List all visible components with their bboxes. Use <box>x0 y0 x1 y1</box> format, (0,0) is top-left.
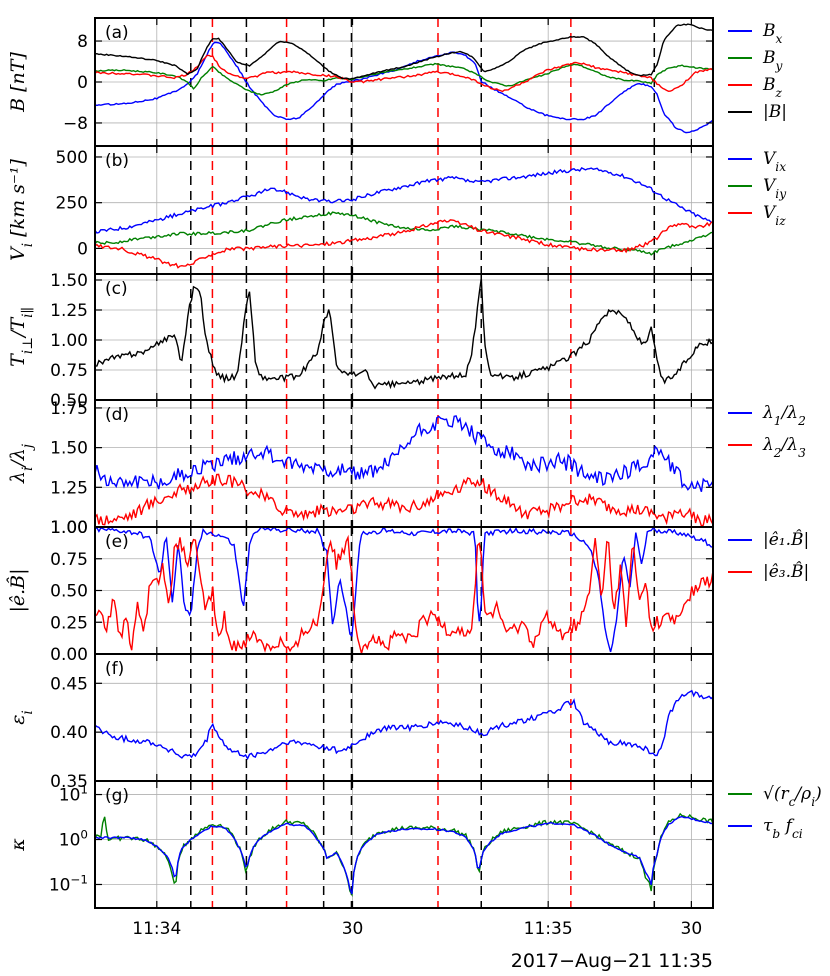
series-Bx <box>95 41 713 134</box>
x-tick-label: 11:35 <box>524 919 573 939</box>
y-tick-label: 100 <box>59 828 88 851</box>
panel-label: (c) <box>105 279 128 299</box>
series-By <box>95 62 713 96</box>
y-tick-label: 1.25 <box>50 301 88 321</box>
series-sqrtrc <box>95 812 713 897</box>
legend-label: Viy <box>763 176 787 201</box>
y-axis-label: κ <box>7 838 29 852</box>
series-Viy <box>95 211 713 256</box>
x-tick-label: 30 <box>681 919 703 939</box>
y-tick-label: 8 <box>77 32 88 52</box>
x-tick-label: 30 <box>342 919 364 939</box>
series-Viz <box>95 219 713 269</box>
panel-e: 1.00 0.75 0.50 0.25 0.00 (e) |ê.B̂| |ê₁.B̂| |ê₃.… <box>7 518 810 665</box>
legend-label: Bx <box>762 21 783 46</box>
y-tick-label: 1.75 <box>50 399 88 419</box>
y-axis-label: |ê.B̂| <box>7 568 29 612</box>
panel-frame <box>94 653 714 782</box>
panel-label: (d) <box>105 405 129 425</box>
y-tick-label: 0 <box>77 239 88 259</box>
series-e1B <box>95 527 713 653</box>
legend-label: Bz <box>762 75 783 100</box>
legend-label: Vix <box>763 149 786 174</box>
panel-frame <box>94 273 714 401</box>
y-tick-label: 10−1 <box>49 872 88 895</box>
panel-label: (f) <box>105 659 124 679</box>
panel-frame <box>94 399 714 528</box>
y-tick-label: 1.00 <box>50 331 88 351</box>
y-tick-label: 1.50 <box>50 271 88 291</box>
panel-d: 1.75 1.50 1.25 1.00 (d) λi/λj λ1/λ2 λ2/λ3 <box>7 399 806 538</box>
legend-label: λ1/λ2 <box>762 403 806 428</box>
panel-g: 101 100 10−1 (g) κ √(rc/ρi) τb fci <box>7 780 822 909</box>
panel-frame <box>94 145 714 275</box>
y-tick-label: 0.00 <box>50 645 88 665</box>
legend-label: Viz <box>763 203 786 228</box>
series-l12 <box>95 415 713 493</box>
panel-label: (g) <box>105 786 129 806</box>
legend-label: |ê₃.B̂| <box>763 562 809 582</box>
series-taub <box>95 815 713 895</box>
y-tick-label: 500 <box>56 148 88 168</box>
panel-frame <box>94 780 714 909</box>
panel-c: 1.50 1.25 1.00 0.75 0.50 (c) Ti⊥/Ti∥ <box>7 271 714 411</box>
x-tick-label: 11:34 <box>132 919 181 939</box>
y-axis-label: Ti⊥/Ti∥ <box>7 307 36 367</box>
y-tick-label: 0.50 <box>50 582 88 602</box>
y-tick-label: 1.00 <box>50 518 88 538</box>
legend-label: √(rc/ρi) <box>763 784 822 809</box>
y-tick-label: 101 <box>59 783 88 806</box>
series-e3B <box>95 534 713 654</box>
y-tick-label: 0.50 <box>50 391 88 411</box>
y-tick-label: 0.75 <box>50 550 88 570</box>
x-axis-date-label: 2017−Aug−21 11:35 <box>511 950 713 972</box>
y-tick-label: 0.35 <box>50 772 88 792</box>
y-tick-label: 250 <box>56 194 88 214</box>
series-|B| <box>95 23 713 80</box>
panel-label: (a) <box>105 23 129 43</box>
panel-f: 0.45 0.40 0.35 (f) εi <box>7 653 714 792</box>
legend-label: τb fci <box>763 816 803 841</box>
y-tick-label: 0 <box>77 73 88 93</box>
y-tick-label: 0.25 <box>50 613 88 633</box>
y-tick-label: 1.50 <box>50 439 88 459</box>
series-Tratio <box>95 277 713 390</box>
y-tick-label: −8 <box>63 114 88 134</box>
series-l23 <box>95 473 713 527</box>
series-eps <box>95 689 713 761</box>
y-tick-label: 0.40 <box>50 723 88 743</box>
y-axis-label: Vi [km s⁻¹] <box>7 158 36 261</box>
y-tick-label: 1.25 <box>50 478 88 498</box>
legend-label: |B| <box>763 102 787 122</box>
panel-label: (b) <box>105 151 129 171</box>
legend-label: |ê₁.B̂| <box>763 530 809 550</box>
y-axis-label: εi <box>7 710 36 725</box>
y-tick-label: 1.00 <box>50 518 88 538</box>
legend-label: λ2/λ3 <box>762 435 806 460</box>
y-tick-label: 0.45 <box>50 674 88 694</box>
legend-label: By <box>762 48 784 73</box>
series-Vix <box>95 166 713 234</box>
panel-label: (e) <box>105 532 129 552</box>
y-tick-label: 0.75 <box>50 361 88 381</box>
y-axis-label: λi/λj <box>7 443 36 484</box>
y-axis-label: B [nT] <box>7 52 29 113</box>
